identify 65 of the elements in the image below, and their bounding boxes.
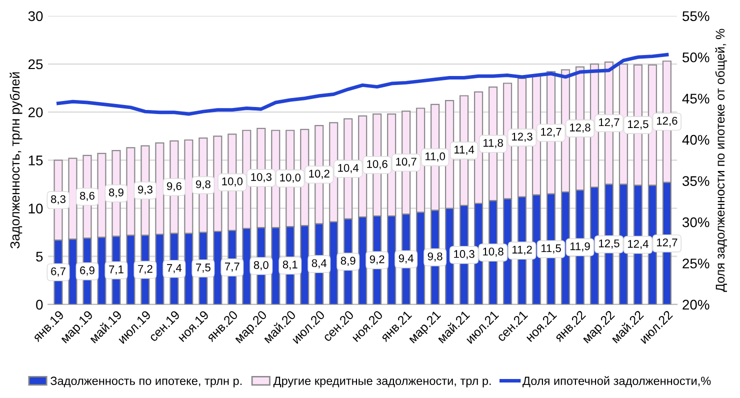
data-label: 8,1	[282, 260, 298, 270]
data-label: 7,7	[225, 262, 240, 272]
data-label: 8,4	[312, 259, 327, 268]
data-label: 10,0	[280, 174, 301, 183]
data-label: 12,4	[628, 240, 648, 250]
data-label: 11,9	[570, 242, 590, 252]
data-label: 6,9	[80, 266, 94, 276]
data-label: 10,6	[367, 160, 388, 170]
data-label: 11,8	[483, 138, 503, 148]
y2-tick-label: 20%	[682, 300, 710, 310]
line-series	[56, 52, 669, 116]
data-label: 10,0	[222, 177, 243, 187]
data-label: 10,8	[483, 248, 504, 257]
data-label: 10,3	[251, 173, 272, 182]
y-tick-label: 20	[28, 107, 43, 118]
data-label: 6,7	[51, 267, 66, 277]
data-label: 7,1	[109, 266, 124, 275]
data-label: 12,6	[656, 116, 678, 126]
data-label: 8,6	[80, 192, 94, 202]
data-label: 11,5	[541, 244, 561, 254]
legend-label: Другие кредитные задолжености, трл р.	[273, 376, 491, 388]
y2-tick-label: 35%	[682, 176, 710, 186]
y-tick-label: 0	[36, 300, 43, 310]
data-label: 7,4	[167, 264, 182, 274]
data-label: 8,3	[51, 195, 66, 204]
y2-tick-label: 50%	[682, 52, 710, 62]
y-tick-label: 15	[28, 156, 43, 166]
data-label: 9,3	[138, 186, 152, 195]
data-label: 11,4	[454, 146, 474, 155]
y2-tick-label: 45%	[682, 94, 710, 104]
y2-axis-title: Доля задолженности по ипотеке от общей, %	[715, 28, 727, 292]
y-axis-title: Задолженность, трлн рублей	[10, 72, 22, 249]
data-label: 12,7	[656, 238, 678, 248]
data-label: 8,9	[340, 256, 356, 266]
y-tick-label: 5	[36, 252, 43, 262]
data-label: 8,9	[108, 188, 124, 198]
data-label: 7,5	[196, 264, 210, 273]
data-label: 9,2	[370, 255, 384, 265]
data-label: 12,8	[570, 124, 590, 133]
y2-tick-label: 30%	[682, 217, 710, 228]
data-label: 12,7	[541, 128, 562, 138]
data-label: 7,2	[138, 264, 152, 274]
data-label: 9,8	[196, 180, 210, 190]
data-label: 11,2	[512, 246, 532, 255]
data-label: 12,5	[599, 239, 620, 249]
legend-label: Задолженность по ипотеке, трлн р.	[50, 376, 242, 388]
data-label: 8,0	[254, 261, 268, 270]
data-label: 10,7	[396, 158, 416, 167]
data-label: 10,4	[338, 164, 359, 174]
y-tick-label: 30	[28, 11, 43, 22]
data-label: 12,5	[628, 120, 648, 130]
data-label: 10,2	[309, 170, 330, 179]
data-label: 10,3	[454, 250, 474, 260]
y-tick-label: 10	[28, 204, 43, 214]
y2-tick-label: 25%	[682, 258, 710, 268]
data-label: 12,7	[599, 118, 620, 128]
data-label: 9,4	[398, 254, 414, 264]
y2-tick-label: 55%	[682, 11, 710, 22]
data-label: 11,0	[426, 152, 446, 162]
y2-tick-label: 40%	[682, 134, 710, 145]
data-label: 9,8	[428, 252, 442, 262]
y-tick-label: 25	[28, 59, 43, 70]
data-label: 12,3	[512, 132, 532, 142]
legend-label: Доля ипотечной задолженности,%	[522, 376, 711, 388]
data-label: 9,6	[166, 182, 182, 192]
